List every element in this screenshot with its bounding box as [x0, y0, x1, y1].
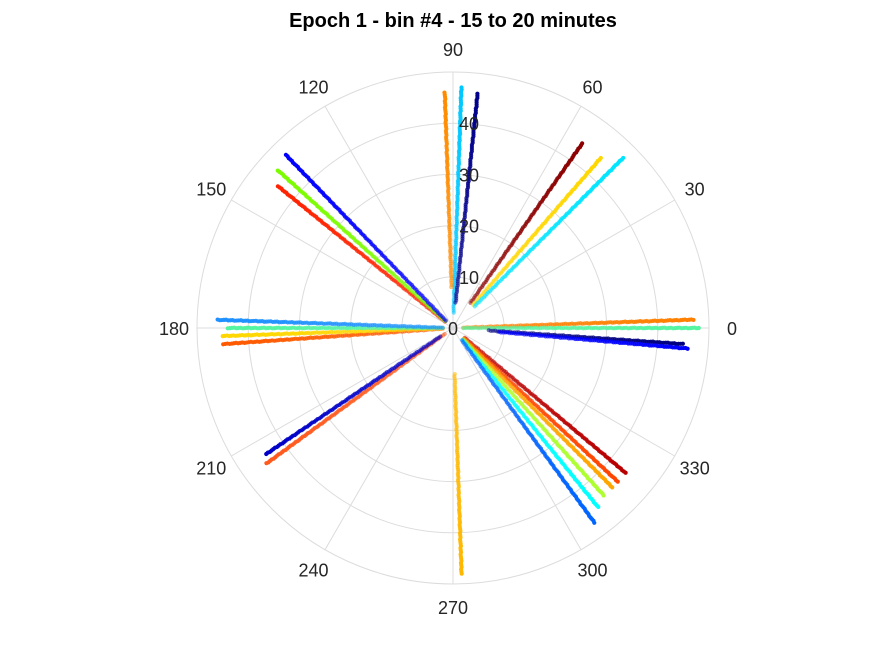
data-series	[472, 155, 626, 309]
data-point	[610, 485, 615, 490]
data-point	[685, 346, 690, 351]
data-point	[475, 91, 480, 96]
chart-title: Epoch 1 - bin #4 - 15 to 20 minutes	[289, 10, 617, 32]
data-point	[598, 155, 603, 161]
data-point	[459, 85, 464, 90]
grid-spoke	[231, 199, 454, 329]
data-point	[691, 317, 696, 323]
theta-tick-label: 0	[727, 319, 737, 339]
data-point	[221, 342, 226, 347]
data-series	[215, 317, 445, 330]
data-point	[696, 325, 701, 331]
radial-tick-label: 40	[459, 114, 479, 134]
data-series	[460, 338, 597, 525]
data-series	[471, 155, 603, 307]
data-series-layer	[215, 85, 701, 576]
theta-tick-label: 300	[577, 561, 607, 581]
radial-tick-label: 30	[459, 165, 479, 185]
data-series	[264, 334, 443, 457]
data-series	[486, 328, 685, 347]
data-point	[680, 341, 685, 346]
data-series	[460, 337, 601, 509]
data-point	[623, 470, 628, 475]
grid-spoke	[452, 199, 675, 329]
data-series	[461, 325, 701, 331]
grid-spoke	[452, 327, 582, 550]
theta-tick-label: 180	[159, 319, 189, 339]
theta-tick-label: 240	[298, 561, 328, 581]
data-point	[621, 155, 626, 161]
grid-spoke	[324, 106, 454, 329]
theta-tick-label: 210	[196, 459, 226, 479]
data-point	[264, 461, 269, 466]
grid-spoke	[324, 327, 454, 550]
data-series	[442, 90, 454, 290]
data-point	[225, 326, 230, 331]
data-point	[215, 317, 220, 322]
data-series	[461, 336, 615, 490]
data-series	[468, 141, 585, 305]
data-point	[442, 90, 447, 95]
data-point	[615, 479, 620, 484]
radial-tick-labels: 0 10 20 30 40	[448, 114, 479, 339]
grid-spoke	[452, 106, 582, 329]
data-point	[275, 168, 280, 173]
data-series	[496, 329, 690, 351]
theta-tick-label: 120	[298, 77, 328, 97]
theta-tick-label: 90	[443, 40, 463, 60]
grid-spoke	[231, 327, 454, 457]
data-series	[451, 85, 464, 315]
data-series	[275, 168, 448, 324]
data-point	[459, 571, 464, 576]
theta-tick-label: 270	[438, 598, 468, 618]
theta-tick-label: 60	[582, 77, 602, 97]
theta-tick-label: 150	[196, 180, 226, 200]
data-point	[601, 493, 606, 498]
theta-tick-label: 30	[685, 180, 705, 200]
data-series	[283, 152, 448, 323]
radial-tick-label: 10	[459, 268, 479, 288]
data-series	[452, 371, 464, 576]
data-point	[264, 451, 269, 457]
data-point	[580, 141, 585, 146]
data-point	[596, 504, 601, 509]
grid-spoke	[452, 327, 675, 457]
radial-tick-label: 20	[459, 217, 479, 237]
data-point	[592, 520, 597, 525]
data-series	[453, 91, 480, 305]
theta-tick-label: 330	[680, 459, 710, 479]
data-point	[275, 184, 280, 189]
radial-tick-label: 0	[448, 319, 458, 339]
data-point	[220, 334, 225, 339]
data-point	[283, 152, 289, 157]
data-series	[461, 337, 606, 498]
